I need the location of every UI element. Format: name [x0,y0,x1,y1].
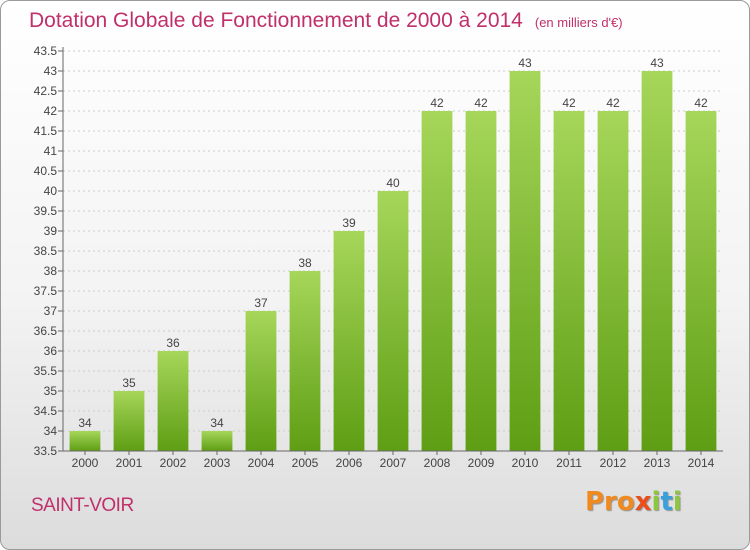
data-label: 38 [298,256,312,270]
bar [113,391,145,451]
y-tick-label: 43 [44,64,58,78]
bar [509,71,541,451]
bar [377,191,409,451]
data-label: 42 [694,96,708,110]
data-label: 43 [650,56,664,70]
y-tick-label: 40.5 [34,164,58,178]
chart-unit-label: (en milliers d'€) [534,15,623,30]
y-tick-label: 35 [44,384,58,398]
x-tick-label: 2009 [468,456,495,470]
chart-title: Dotation Globale de Fonctionnement de 20… [29,9,623,33]
bar [333,231,365,451]
axes: 33.5 34 34.5 35 35.5 36 36.5 37 37.5 38 38.5 39 39.5… [34,44,723,470]
y-tick-label: 39.5 [34,204,58,218]
bars [69,71,717,451]
y-tick-label: 38 [44,264,58,278]
y-tick-label: 36.5 [34,324,58,338]
bar [245,311,277,451]
x-tick-label: 2000 [72,456,99,470]
y-tick-label: 38.5 [34,244,58,258]
data-label: 42 [606,96,620,110]
y-tick-label: 34 [44,424,58,438]
bar [641,71,673,451]
x-tick-label: 2002 [160,456,187,470]
y-tick-label: 42 [44,104,58,118]
y-tick-label: 41 [44,144,58,158]
x-tick-label: 2007 [380,456,407,470]
x-tick-label: 2013 [644,456,671,470]
x-tick-label: 2008 [424,456,451,470]
bar [69,431,101,451]
y-tick-label: 42.5 [34,84,58,98]
proxiti-logo[interactable]: Proxiti [585,487,682,517]
data-label: 35 [122,376,136,390]
data-label: 40 [386,176,400,190]
x-tick-label: 2003 [204,456,231,470]
y-tick-label: 33.5 [34,444,58,458]
data-label: 39 [342,216,356,230]
x-tick-label: 2010 [512,456,539,470]
bar [421,111,453,451]
y-tick-label: 34.5 [34,404,58,418]
commune-name: SAINT-VOIR [31,495,134,516]
x-tick-label: 2011 [556,456,582,470]
y-tick-label: 37 [44,304,58,318]
x-tick-label: 2014 [688,456,715,470]
y-tick-label: 40 [44,184,58,198]
data-label: 34 [210,416,224,430]
x-tick-label: 2004 [248,456,275,470]
data-label: 42 [562,96,576,110]
bar [685,111,717,451]
y-tick-label: 36 [44,344,58,358]
x-tick-label: 2006 [336,456,363,470]
bar [597,111,629,451]
x-tick-label: 2012 [600,456,627,470]
y-tick-label: 39 [44,224,58,238]
chart-title-text: Dotation Globale de Fonctionnement de 20… [29,9,523,32]
y-tick-label: 41.5 [34,124,58,138]
x-tick-label: 2005 [292,456,319,470]
bar [289,271,321,451]
data-label: 34 [78,416,92,430]
data-label: 42 [474,96,488,110]
bar [553,111,585,451]
data-label: 42 [430,96,444,110]
y-tick-label: 43.5 [34,44,58,58]
data-label: 43 [518,56,532,70]
data-label: 36 [166,336,180,350]
data-labels: 34 35 36 34 37 38 39 40 42 42 43 42 42 43 42 [78,56,708,430]
bar [201,431,233,451]
bar [157,351,189,451]
bar [465,111,497,451]
x-tick-label: 2001 [116,456,143,470]
data-label: 37 [254,296,268,310]
y-tick-label: 35.5 [34,364,58,378]
y-tick-label: 37.5 [34,284,58,298]
